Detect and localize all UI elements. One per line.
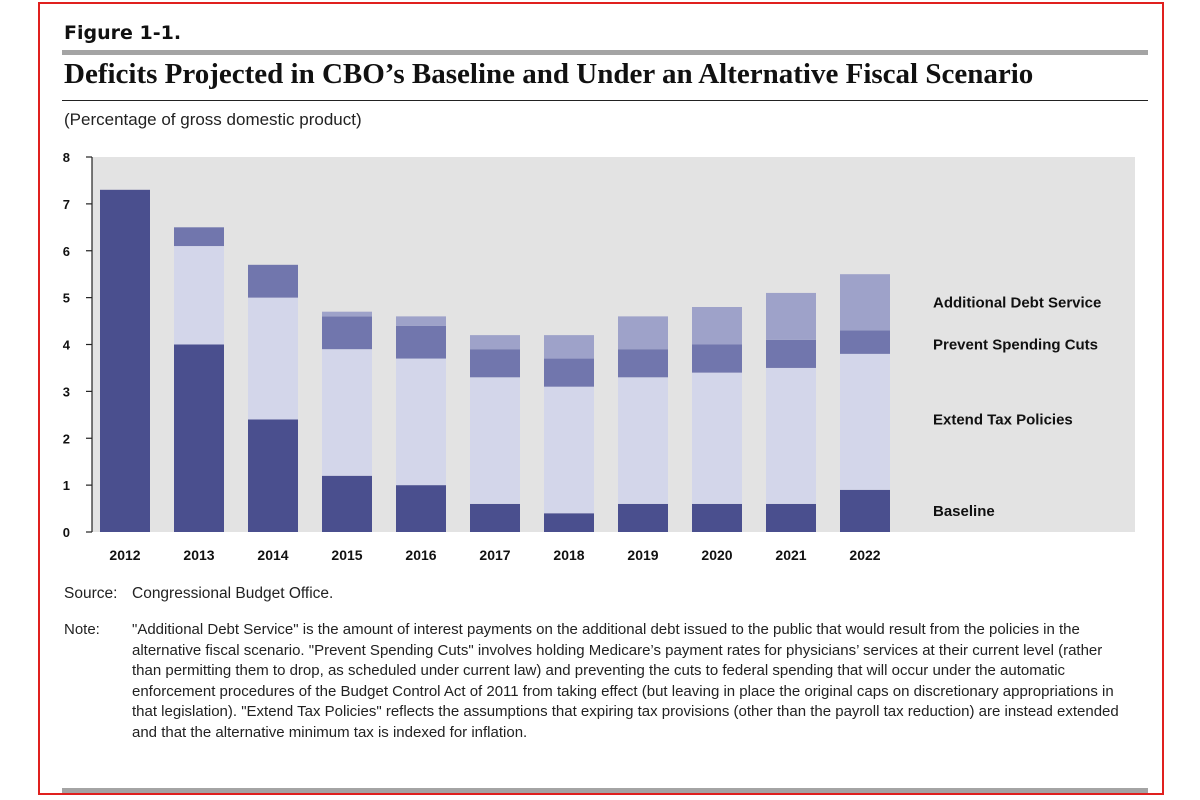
bar-additional-debt-service-2017 [470,335,520,350]
y-tick-label-8: 8 [63,150,70,165]
bar-extend-tax-policies-2020 [692,372,742,504]
x-tick-label-2017: 2017 [479,547,510,563]
y-tick-label-0: 0 [63,525,70,540]
x-tick-label-2015: 2015 [331,547,362,563]
bar-extend-tax-policies-2019 [618,377,668,504]
bar-extend-tax-policies-2013 [174,246,224,345]
bar-prevent-spending-cuts-2016 [396,325,446,359]
chart-title: Deficits Projected in CBO’s Baseline and… [64,58,1034,90]
title-rule [62,100,1148,101]
x-tick-label-2013: 2013 [183,547,214,563]
y-tick-label-5: 5 [63,291,70,306]
bar-prevent-spending-cuts-2021 [766,339,816,368]
y-tick-label-7: 7 [63,197,70,212]
source-label: Source: [64,585,118,602]
y-tick-label-2: 2 [63,431,70,446]
top-rule [62,50,1148,55]
y-tick-label-3: 3 [63,384,70,399]
x-tick-label-2021: 2021 [775,547,806,563]
bar-baseline-2013 [174,344,224,532]
y-tick-label-6: 6 [63,244,70,259]
bar-baseline-2019 [618,503,668,532]
bar-extend-tax-policies-2022 [840,353,890,490]
x-tick-label-2012: 2012 [109,547,140,563]
x-tick-label-2016: 2016 [405,547,436,563]
note-text: "Additional Debt Service" is the amount … [132,621,1119,741]
bar-baseline-2020 [692,503,742,532]
bar-additional-debt-service-2022 [840,274,890,331]
unit-label: (Percentage of gross domestic product) [64,110,362,129]
bar-baseline-2021 [766,503,816,532]
bar-baseline-2017 [470,503,520,532]
x-tick-label-2018: 2018 [553,547,584,563]
bar-prevent-spending-cuts-2013 [174,227,224,247]
bar-additional-debt-service-2021 [766,292,816,340]
legend-label-baseline: Baseline [933,503,995,520]
bar-prevent-spending-cuts-2015 [322,316,372,350]
bar-baseline-2018 [544,513,594,532]
x-tick-label-2020: 2020 [701,547,732,563]
legend-label-extend-tax-policies: Extend Tax Policies [933,412,1073,429]
bar-baseline-2014 [248,419,298,532]
bar-extend-tax-policies-2018 [544,386,594,514]
bar-extend-tax-policies-2016 [396,358,446,486]
bottom-rule [62,788,1148,793]
bar-additional-debt-service-2018 [544,335,594,359]
bar-prevent-spending-cuts-2017 [470,349,520,378]
x-tick-label-2019: 2019 [627,547,658,563]
bar-baseline-2015 [322,475,372,532]
x-tick-label-2014: 2014 [257,547,288,563]
bar-baseline-2012 [100,189,150,532]
y-tick-label-1: 1 [63,478,70,493]
source-line: Source: Congressional Budget Office. [64,585,333,603]
bar-prevent-spending-cuts-2018 [544,358,594,387]
bar-prevent-spending-cuts-2020 [692,344,742,373]
bar-baseline-2022 [840,489,890,532]
source-text: Congressional Budget Office. [132,585,334,602]
bar-additional-debt-service-2015 [322,311,372,317]
bar-prevent-spending-cuts-2019 [618,349,668,378]
stacked-bar-chart: 0 1 2 3 4 5 6 7 8 2012 2013 2014 2015 2016 2017 2018 201… [63,150,1135,563]
bar-additional-debt-service-2020 [692,307,742,345]
bar-prevent-spending-cuts-2014 [248,264,298,298]
bar-extend-tax-policies-2017 [470,377,520,504]
bar-additional-debt-service-2016 [396,316,446,326]
note-label: Note: [64,621,100,638]
bar-extend-tax-policies-2015 [322,349,372,476]
figure-frame [38,2,1164,795]
figure-label: Figure 1-1. [64,22,182,44]
legend-label-additional-debt-service: Additional Debt Service [933,294,1101,311]
y-tick-label-4: 4 [63,338,71,353]
bar-extend-tax-policies-2014 [248,297,298,420]
bar-extend-tax-policies-2021 [766,367,816,504]
bar-baseline-2016 [396,485,446,532]
x-tick-label-2022: 2022 [849,547,880,563]
legend-label-prevent-spending-cuts: Prevent Spending Cuts [933,337,1098,354]
bar-additional-debt-service-2019 [618,316,668,350]
bar-prevent-spending-cuts-2022 [840,330,890,354]
